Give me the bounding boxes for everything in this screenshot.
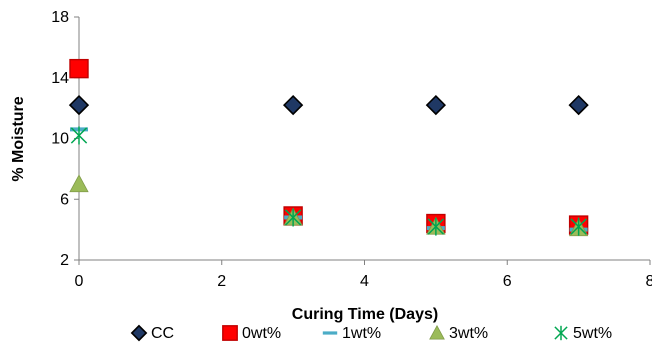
data-point-5wtpct (570, 217, 587, 236)
data-point-5wtpct (284, 208, 302, 227)
data-point-cc (568, 94, 589, 116)
y-tick-label: 6 (60, 191, 69, 208)
legend-label: 1wt% (342, 325, 381, 342)
data-point-0wtpct (69, 58, 89, 79)
x-tick-label: 0 (75, 273, 84, 290)
legend-marker (554, 325, 568, 341)
data-points (68, 58, 589, 237)
x-tick-label: 4 (360, 273, 369, 290)
y-axis-title: % Moisture (10, 96, 27, 181)
legend-item: 1wt% (322, 325, 381, 342)
legend-label: 0wt% (242, 325, 281, 342)
data-point-5wtpct (427, 217, 445, 236)
y-tick-label: 10 (51, 131, 69, 148)
legend-item: 5wt% (554, 325, 612, 342)
legend-marker (429, 324, 445, 340)
legend-item: CC (130, 324, 174, 342)
legend-marker (322, 331, 338, 335)
legend-marker (222, 325, 238, 341)
legend-item: 0wt% (222, 325, 281, 342)
legend-label: 5wt% (573, 325, 612, 342)
y-tick-label: 2 (60, 252, 69, 269)
legend: CC 0wt% 1wt% 3wt% 5wt% (130, 324, 612, 342)
data-point-3wtpct (69, 174, 89, 193)
data-point-cc (425, 94, 447, 116)
legend-marker (130, 324, 148, 342)
data-point-cc (282, 94, 304, 116)
y-tick-label: 18 (51, 9, 69, 26)
legend-label: 3wt% (449, 325, 488, 342)
data-point-cc (68, 94, 90, 116)
y-tick-label: 14 (51, 70, 69, 87)
x-tick-label: 6 (503, 273, 512, 290)
legend-item: 3wt% (429, 324, 488, 342)
data-point-5wtpct (70, 126, 88, 145)
x-axis-title: Curing Time (Days) (292, 306, 438, 323)
x-tick-label: 8 (646, 273, 652, 290)
x-tick-label: 2 (217, 273, 226, 290)
legend-label: CC (151, 325, 174, 342)
